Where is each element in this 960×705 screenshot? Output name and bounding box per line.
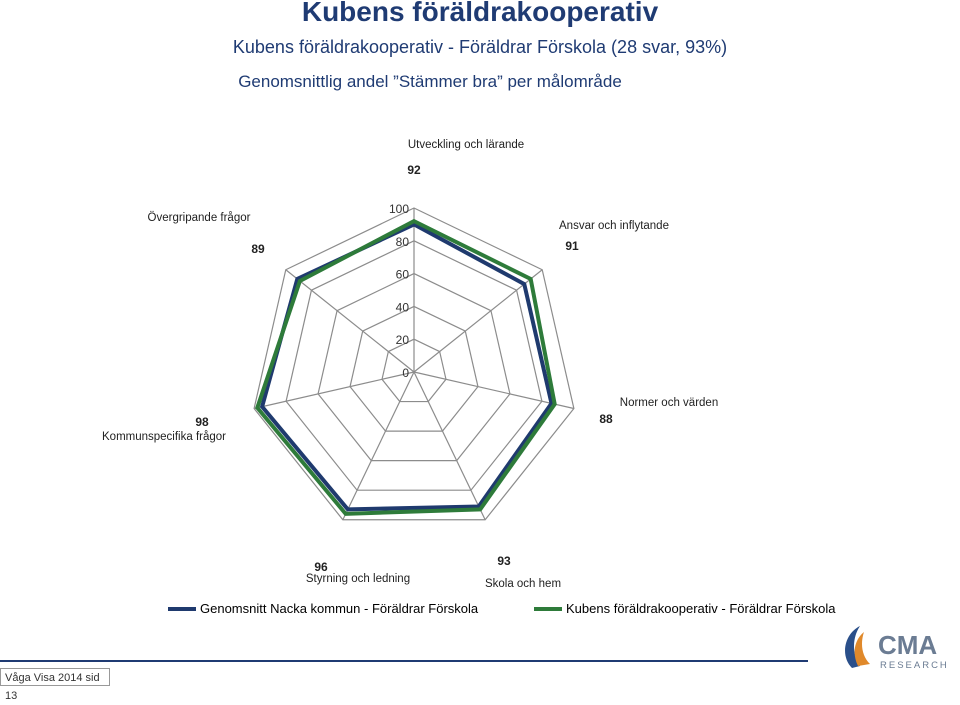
legend-swatch-nacka bbox=[168, 606, 196, 611]
grid-spoke-6 bbox=[253, 371, 415, 410]
category-label-7: Övergripande frågor bbox=[148, 212, 251, 224]
legend-label-kubens: Kubens föräldrakooperativ - Föräldrar Fö… bbox=[566, 601, 836, 616]
footer-divider bbox=[0, 660, 808, 662]
grid-spoke-7 bbox=[285, 269, 415, 373]
tick-label-40: 40 bbox=[396, 300, 410, 314]
data-label-1: 92 bbox=[407, 163, 421, 177]
grid-ring-20 bbox=[381, 338, 447, 403]
legend-label-nacka: Genomsnitt Nacka kommun - Föräldrar Förs… bbox=[200, 601, 479, 616]
category-label-5: Styrning och ledning bbox=[306, 573, 410, 585]
data-label-5: 96 bbox=[314, 560, 328, 574]
category-label-4: Skola och hem bbox=[485, 578, 561, 590]
category-label-2: Ansvar och inflytande bbox=[559, 220, 669, 232]
data-label-7: 89 bbox=[251, 242, 265, 256]
tick-label-100: 100 bbox=[389, 202, 409, 216]
tick-label-20: 20 bbox=[396, 333, 410, 347]
grid-spoke-2 bbox=[413, 269, 543, 373]
page-number-label: Våga Visa 2014 sid 13 bbox=[0, 668, 110, 702]
grid-spoke-5 bbox=[342, 371, 415, 521]
data-label-4: 93 bbox=[497, 554, 511, 568]
grid-ring-100 bbox=[253, 207, 575, 521]
category-label-3: Normer och värden bbox=[620, 397, 718, 409]
category-label-1: Utveckling och lärande bbox=[408, 139, 524, 151]
data-label-2: 91 bbox=[565, 239, 579, 253]
category-label-6: Kommunspecifika frågor bbox=[102, 431, 226, 443]
page-title: Kubens föräldrakooperativ bbox=[301, 0, 659, 27]
grid-ring-40 bbox=[349, 305, 479, 432]
chart-title: Genomsnittlig andel ”Stämmer bra” per må… bbox=[238, 72, 622, 91]
data-label-6: 98 bbox=[195, 415, 209, 429]
logo-swoosh-blue bbox=[845, 626, 860, 668]
grid-ring-80 bbox=[285, 240, 543, 491]
grid-spoke-4 bbox=[413, 371, 486, 521]
logo-swoosh-orange bbox=[854, 632, 870, 666]
logo-subtext: RESEARCH bbox=[880, 660, 949, 671]
radar-series bbox=[255, 218, 557, 516]
data-label-3: 88 bbox=[599, 412, 613, 426]
logo-text: CMA bbox=[878, 630, 937, 660]
cma-research-logo: CMA RESEARCH bbox=[845, 626, 949, 671]
legend-swatch-kubens bbox=[534, 606, 562, 611]
tick-label-0: 0 bbox=[402, 366, 409, 380]
legend-item-kubens: Kubens föräldrakooperativ - Föräldrar Fö… bbox=[534, 601, 836, 616]
page-subtitle: Kubens föräldrakooperativ - Föräldrar Fö… bbox=[232, 37, 728, 57]
tick-label-60: 60 bbox=[396, 268, 410, 282]
radar-labels: 0 20 40 60 80 100 Utveckling och lärande Ansvar… bbox=[102, 139, 718, 590]
grid-ring-60 bbox=[317, 272, 511, 462]
radar-grid bbox=[253, 207, 575, 521]
legend-item-nacka: Genomsnitt Nacka kommun - Föräldrar Förs… bbox=[168, 601, 478, 616]
tick-label-80: 80 bbox=[396, 235, 410, 249]
series-line-2 bbox=[255, 218, 557, 516]
radar-chart: 0 20 40 60 80 100 Utveckling och lärande Ansvar… bbox=[102, 139, 718, 590]
grid-spoke-3 bbox=[413, 371, 575, 410]
